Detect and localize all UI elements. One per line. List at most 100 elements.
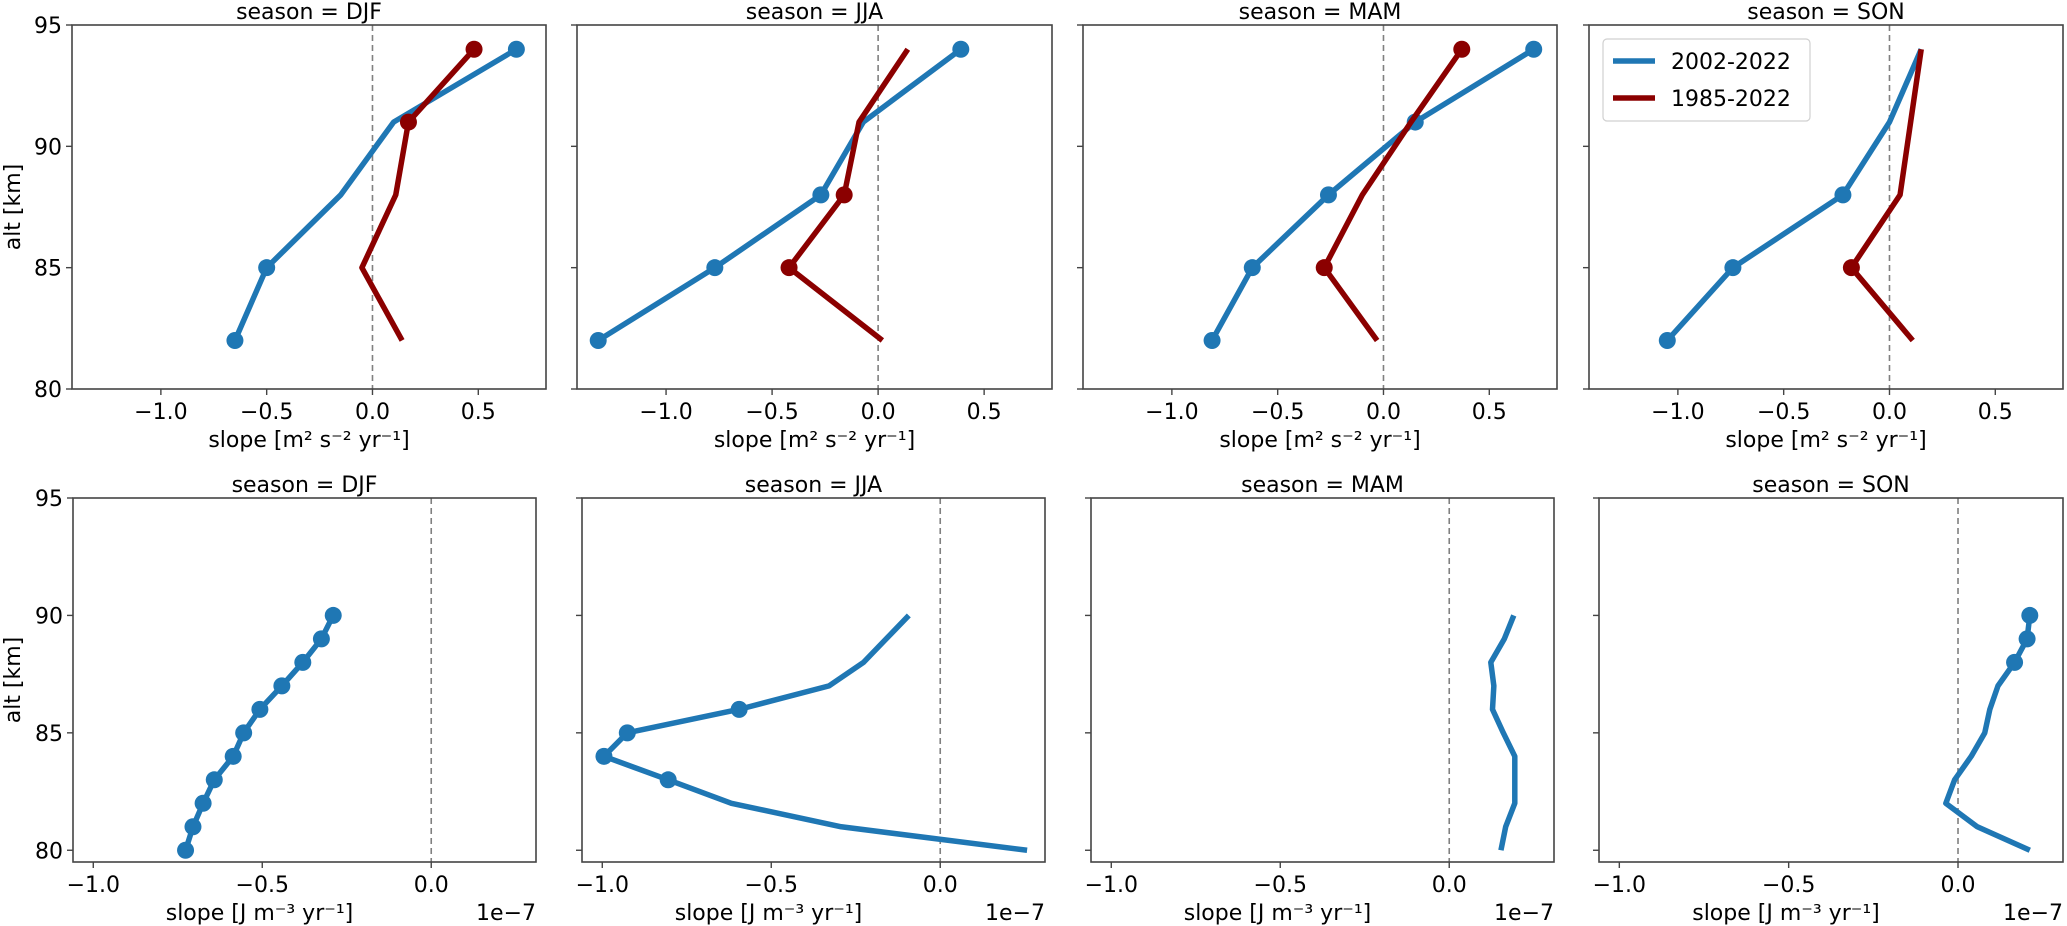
data-point-marker bbox=[226, 331, 244, 349]
y-axis-label: alt [km] bbox=[1, 164, 26, 251]
data-point-marker bbox=[1453, 40, 1471, 58]
series-line-1985-2022 bbox=[1321, 47, 1465, 343]
x-axis-label: slope [J m⁻³ yr⁻¹] bbox=[675, 901, 863, 926]
x-axis-label: slope [J m⁻³ yr⁻¹] bbox=[1692, 901, 1880, 926]
x-tick-label: −1.0 bbox=[639, 400, 692, 425]
x-tick-label: −0.5 bbox=[1757, 400, 1810, 425]
axes-frame bbox=[1588, 24, 2064, 390]
y-tick-label: 95 bbox=[35, 487, 63, 512]
x-tick-label: −1.0 bbox=[1145, 400, 1198, 425]
y-tick-label: 80 bbox=[34, 378, 62, 403]
x-axis-label: slope [m² s⁻² yr⁻¹] bbox=[1725, 428, 1926, 453]
series-line-2002-2022 bbox=[601, 613, 1028, 853]
data-point-marker bbox=[184, 818, 202, 836]
axes-frame bbox=[1090, 497, 1555, 863]
legend-entry-label: 2002-2022 bbox=[1671, 50, 1791, 75]
data-point-marker bbox=[224, 747, 242, 765]
data-point-marker bbox=[952, 40, 970, 58]
axes-frame bbox=[72, 497, 537, 863]
data-point-marker bbox=[324, 606, 342, 624]
x-axis-label: slope [J m⁻³ yr⁻¹] bbox=[1184, 901, 1372, 926]
panel-bottom-djf: season = DJF −1.0 −0.5 0.0 80 85 90 95 slope [J … bbox=[1, 473, 537, 926]
y-tick-label: 95 bbox=[34, 14, 62, 39]
panel-title: season = SON bbox=[1747, 0, 1905, 25]
data-point-marker bbox=[258, 259, 276, 277]
x-axis-label: slope [m² s⁻² yr⁻¹] bbox=[208, 428, 409, 453]
x-tick-label: 0.0 bbox=[1432, 873, 1467, 898]
panel-title: season = JJA bbox=[746, 0, 883, 25]
panel-title: season = DJF bbox=[232, 473, 378, 498]
data-point-marker bbox=[706, 259, 724, 277]
panel-bottom-son: season = SON −1.0 −0.5 0.0 slope [J m⁻³ yr⁻¹… bbox=[1593, 473, 2064, 926]
data-point-marker bbox=[659, 771, 677, 789]
x-tick-label: 0.0 bbox=[1941, 873, 1976, 898]
panel-title: season = SON bbox=[1752, 473, 1910, 498]
x-tick-label: 0.0 bbox=[861, 400, 896, 425]
data-point-marker bbox=[2018, 630, 2036, 648]
data-point-marker bbox=[177, 841, 195, 859]
series-line-1985-2022 bbox=[359, 47, 477, 342]
axes-frame bbox=[576, 24, 1053, 390]
x-axis-label: slope [m² s⁻² yr⁻¹] bbox=[1219, 428, 1420, 453]
data-point-marker bbox=[194, 794, 212, 812]
y-axis-label: alt [km] bbox=[1, 637, 26, 724]
axes-frame bbox=[71, 24, 547, 390]
data-point-marker bbox=[1525, 40, 1543, 58]
series-line-1985-2022 bbox=[1848, 48, 1924, 343]
panel-title: season = MAM bbox=[1241, 473, 1404, 498]
x-tick-label: −1.0 bbox=[1593, 873, 1646, 898]
y-tick-label: 80 bbox=[35, 839, 63, 864]
data-point-marker bbox=[618, 724, 636, 742]
series-line-2002-2022 bbox=[1488, 614, 1518, 851]
data-point-marker bbox=[812, 186, 830, 204]
legend-entry-label: 1985-2022 bbox=[1671, 87, 1791, 112]
data-point-marker bbox=[1315, 259, 1333, 277]
x-tick-label: 0.5 bbox=[461, 400, 496, 425]
x-axis-label: slope [J m⁻³ yr⁻¹] bbox=[166, 901, 354, 926]
x-tick-label: −0.5 bbox=[745, 400, 798, 425]
x-axis-label: slope [m² s⁻² yr⁻¹] bbox=[714, 428, 915, 453]
data-point-marker bbox=[1319, 186, 1337, 204]
panel-title: season = MAM bbox=[1239, 0, 1402, 25]
y-tick-label: 90 bbox=[34, 135, 62, 160]
x-tick-label: −0.5 bbox=[745, 873, 798, 898]
legend: 2002-2022 1985-2022 bbox=[1602, 38, 1811, 122]
x-offset-label: 1e−7 bbox=[985, 901, 1045, 926]
y-tick-label: 85 bbox=[35, 722, 63, 747]
data-point-marker bbox=[730, 700, 748, 718]
x-offset-label: 1e−7 bbox=[476, 901, 536, 926]
data-point-marker bbox=[399, 113, 417, 131]
x-tick-label: 0.0 bbox=[355, 400, 390, 425]
x-tick-label: 0.0 bbox=[1872, 400, 1907, 425]
panel-bottom-jja: season = JJA −1.0 −0.5 0.0 slope [J m⁻³ yr⁻¹… bbox=[576, 473, 1046, 926]
panel-title: season = DJF bbox=[236, 0, 382, 25]
axes-frame bbox=[1082, 24, 1558, 390]
series-line-2002-2022 bbox=[232, 46, 518, 342]
series-line-2002-2022 bbox=[596, 47, 963, 343]
panel-title: season = JJA bbox=[745, 473, 882, 498]
x-tick-label: 0.0 bbox=[1366, 400, 1401, 425]
data-point-marker bbox=[1842, 259, 1860, 277]
x-tick-label: −1.0 bbox=[134, 400, 187, 425]
x-tick-label: 0.0 bbox=[414, 873, 449, 898]
panel-bottom-mam: season = MAM −1.0 −0.5 0.0 slope [J m⁻³ yr⁻¹… bbox=[1085, 473, 1555, 926]
data-point-marker bbox=[1724, 259, 1742, 277]
data-point-marker bbox=[1658, 331, 1676, 349]
x-tick-label: 0.5 bbox=[1978, 400, 2013, 425]
data-point-marker bbox=[205, 771, 223, 789]
series-line-2002-2022 bbox=[1943, 615, 2033, 853]
x-tick-label: 0.0 bbox=[923, 873, 958, 898]
y-tick-label: 85 bbox=[34, 257, 62, 282]
data-point-marker bbox=[312, 630, 330, 648]
x-tick-label: −1.0 bbox=[67, 873, 120, 898]
data-point-marker bbox=[1243, 259, 1261, 277]
x-offset-label: 1e−7 bbox=[1494, 901, 1554, 926]
data-point-marker bbox=[465, 40, 483, 58]
data-point-marker bbox=[235, 724, 253, 742]
x-tick-label: −0.5 bbox=[236, 873, 289, 898]
data-point-marker bbox=[273, 677, 291, 695]
data-point-marker bbox=[780, 259, 798, 277]
panel-top-djf: season = DJF −1.0 −0.5 0.0 0.5 80 85 90 95 slope … bbox=[1, 0, 547, 453]
data-point-marker bbox=[251, 700, 269, 718]
x-tick-label: −1.0 bbox=[576, 873, 629, 898]
